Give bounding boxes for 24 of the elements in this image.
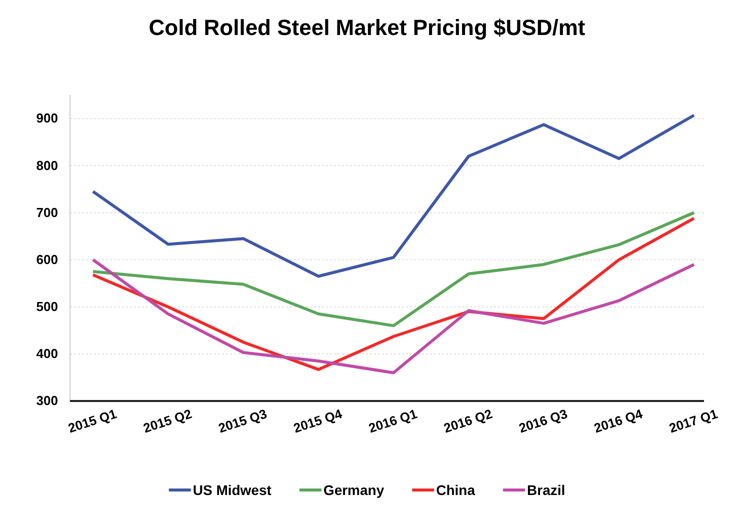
x-tick-label: 2016 Q2 — [442, 406, 494, 436]
y-tick-label: 900 — [36, 110, 58, 126]
y-tick-label: 700 — [36, 204, 58, 220]
line-series — [92, 258, 696, 374]
legend-label: US Midwest — [192, 482, 272, 498]
y-tick-label: 300 — [36, 393, 58, 408]
x-tick-label: 2017 Q1 — [667, 406, 720, 436]
legend-label: Germany — [323, 482, 384, 498]
x-tick-label: 2015 Q2 — [141, 406, 194, 436]
x-tick-label: 2015 Q1 — [66, 406, 118, 436]
y-tick-label: 800 — [36, 158, 58, 173]
x-tick-label: 2015 Q3 — [216, 406, 269, 436]
line-series — [92, 114, 696, 278]
y-tick-label: 600 — [36, 252, 58, 267]
line-series — [92, 211, 696, 328]
x-tick-label: 2016 Q3 — [517, 406, 570, 436]
legend-label: China — [436, 482, 476, 498]
x-tick-label: 2015 Q4 — [292, 406, 345, 436]
legend-label: Brazil — [527, 482, 566, 498]
y-tick-label: 500 — [36, 299, 58, 314]
chart-title: Cold Rolled Steel Market Pricing $USD/mt — [148, 15, 586, 40]
x-tick-label: 2016 Q4 — [592, 406, 646, 436]
y-tick-label: 400 — [36, 346, 58, 362]
x-tick-label: 2016 Q1 — [366, 406, 419, 436]
